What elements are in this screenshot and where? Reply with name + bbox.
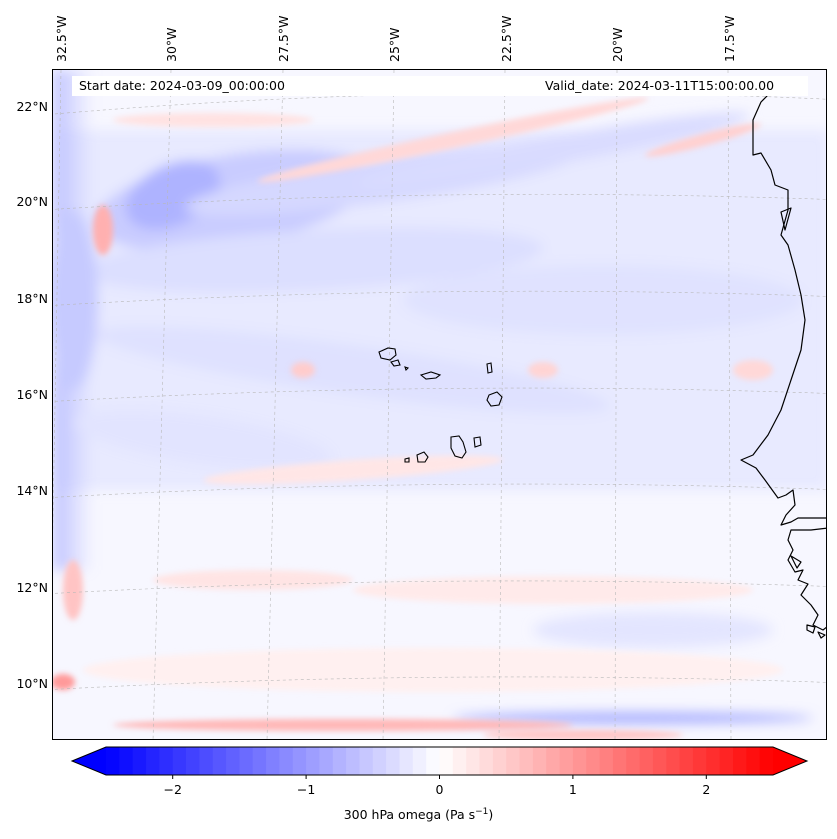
africa-coast-south bbox=[787, 527, 826, 631]
island-santo-antao bbox=[378, 347, 397, 361]
colorbar-tick-label: −1 bbox=[296, 782, 316, 797]
colorbar-cell bbox=[692, 747, 707, 775]
colorbar-cell bbox=[426, 747, 441, 775]
colorbar-cell bbox=[626, 747, 641, 775]
colorbar-cell bbox=[666, 747, 681, 775]
date-header-box bbox=[72, 76, 808, 96]
colorbar-cell bbox=[386, 747, 401, 775]
cape-verde-islands bbox=[378, 347, 503, 463]
colorbar-cell bbox=[466, 747, 481, 775]
island-sao-nicolau bbox=[419, 371, 442, 380]
colorbar-tick-label: 1 bbox=[568, 782, 577, 797]
island-fogo bbox=[416, 451, 429, 463]
colorbar-cell bbox=[532, 747, 547, 775]
colorbar-cell bbox=[412, 747, 427, 775]
colorbar-cell bbox=[759, 747, 774, 775]
africa-coast bbox=[740, 89, 826, 526]
colorbar-cell bbox=[212, 747, 227, 775]
omega-negative-areas bbox=[53, 70, 826, 723]
colorbar-cell bbox=[199, 747, 214, 775]
lat-label-14n: 14°N bbox=[16, 483, 48, 498]
colorbar-cell bbox=[706, 747, 721, 775]
map-panel[interactable] bbox=[52, 69, 827, 740]
lat-label-20n: 20°N bbox=[16, 194, 48, 209]
coast-inlet-south bbox=[790, 555, 802, 569]
colorbar-cell bbox=[239, 747, 254, 775]
island-santiago bbox=[450, 435, 467, 459]
colorbar-cell bbox=[346, 747, 361, 775]
omega-positive-areas bbox=[53, 97, 783, 739]
lat-label-10n: 10°N bbox=[16, 676, 48, 691]
colorbar-cell bbox=[439, 747, 454, 775]
colorbar-cell bbox=[292, 747, 307, 775]
coastlines bbox=[740, 89, 826, 639]
colorbar-cell bbox=[306, 747, 321, 775]
colorbar-cell bbox=[106, 747, 120, 775]
lat-label-22n: 22°N bbox=[16, 99, 48, 114]
bijagos-islands bbox=[806, 624, 826, 639]
colorbar-cell bbox=[506, 747, 521, 775]
lat-label-18n: 18°N bbox=[16, 291, 48, 306]
colorbar-tick-label: 2 bbox=[702, 782, 711, 797]
colorbar-outline bbox=[70, 746, 809, 776]
colorbar-cell bbox=[652, 747, 667, 775]
colorbar-cell bbox=[399, 747, 414, 775]
lon-label-20w: 20°W bbox=[610, 27, 625, 62]
island-maio bbox=[473, 436, 482, 448]
colorbar-cell bbox=[719, 747, 734, 775]
lon-label-30w: 30°W bbox=[164, 27, 179, 62]
colorbar-cell bbox=[612, 747, 627, 775]
colorbar-cell bbox=[119, 747, 134, 775]
colorbar-cell bbox=[479, 747, 494, 775]
colorbar-cell bbox=[679, 747, 694, 775]
lon-label-17-5w: 17.5°W bbox=[722, 15, 737, 62]
colorbar-extend-min bbox=[72, 747, 106, 775]
start-date-label: Start date: 2024-03-09_00:00:00 bbox=[79, 78, 285, 93]
colorbar-tick-label: 0 bbox=[435, 782, 444, 797]
valid-date-label: Valid_date: 2024-03-11T15:00:00.00 bbox=[545, 78, 775, 93]
colorbar-cell bbox=[332, 747, 347, 775]
colorbar-cell bbox=[492, 747, 507, 775]
island-sao-vicente bbox=[390, 359, 401, 367]
lat-label-12n: 12°N bbox=[16, 580, 48, 595]
lon-label-25w: 25°W bbox=[387, 27, 402, 62]
colorbar-cell bbox=[519, 747, 534, 775]
colorbar-cell bbox=[359, 747, 374, 775]
lon-label-22-5w: 22.5°W bbox=[499, 15, 514, 62]
colorbar-extend-max bbox=[773, 747, 807, 775]
colorbar-cell bbox=[559, 747, 574, 775]
colorbar-cell bbox=[279, 747, 294, 775]
colorbar-cell bbox=[572, 747, 587, 775]
colorbar-cell bbox=[159, 747, 174, 775]
colorbar-tick-label: −2 bbox=[163, 782, 182, 797]
island-santa-luzia bbox=[404, 366, 410, 372]
colorbar-cell bbox=[452, 747, 467, 775]
coast-inlet-north bbox=[780, 207, 792, 231]
colorbar-cell bbox=[132, 747, 147, 775]
colorbar-cell bbox=[372, 747, 387, 775]
omega-field-map bbox=[53, 70, 826, 739]
colorbar-cell bbox=[186, 747, 200, 775]
colorbar-cell bbox=[639, 747, 654, 775]
island-boa-vista bbox=[486, 391, 503, 407]
colorbar-title: 300 hPa omega (Pa s−1) bbox=[343, 807, 494, 823]
colorbar-cell bbox=[586, 747, 601, 775]
island-sal bbox=[486, 362, 493, 374]
lon-label-27-5w: 27.5°W bbox=[276, 15, 291, 62]
colorbar-cell bbox=[599, 747, 614, 775]
colorbar-cell bbox=[319, 747, 334, 775]
colorbar-cell bbox=[252, 747, 267, 775]
colorbar-cell bbox=[146, 747, 160, 775]
island-brava bbox=[404, 457, 410, 463]
colorbar-cell bbox=[732, 747, 747, 775]
colorbar-cell bbox=[226, 747, 240, 775]
colorbar-cell bbox=[546, 747, 561, 775]
colorbar-cell bbox=[266, 747, 281, 775]
colorbar-cell bbox=[746, 747, 761, 775]
lon-label-32-5w: 32.5°W bbox=[54, 15, 69, 62]
colorbar-cell bbox=[172, 747, 187, 775]
lat-label-16n: 16°N bbox=[16, 387, 48, 402]
